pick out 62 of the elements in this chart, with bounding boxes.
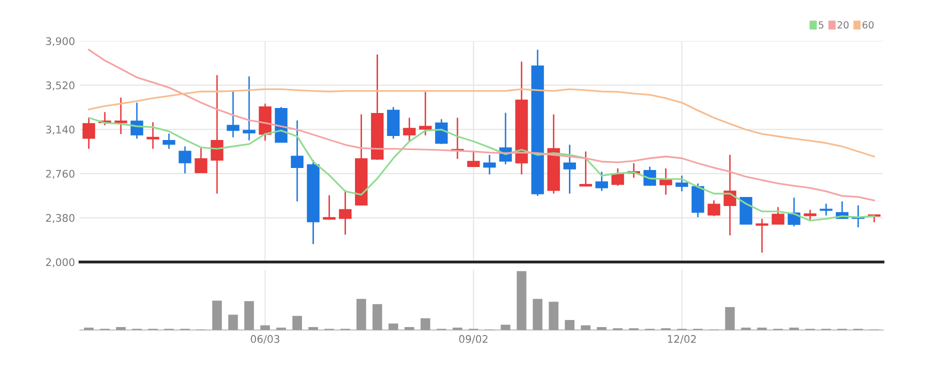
candlestick bbox=[756, 218, 768, 254]
bar bbox=[212, 300, 222, 330]
bar bbox=[228, 314, 238, 330]
candlestick bbox=[338, 190, 352, 236]
candlestick bbox=[483, 154, 496, 176]
bar bbox=[420, 318, 430, 330]
line-series bbox=[88, 88, 876, 158]
candlestick bbox=[676, 175, 688, 192]
bar bbox=[116, 327, 126, 330]
bar bbox=[372, 304, 382, 330]
bar bbox=[500, 324, 510, 330]
candlestick bbox=[467, 150, 480, 167]
candlestick bbox=[210, 74, 224, 194]
candlestick bbox=[579, 150, 592, 187]
candlestick bbox=[178, 146, 192, 174]
bar bbox=[388, 324, 398, 330]
candlestick bbox=[820, 203, 832, 216]
y-tick-label: 3,140 bbox=[46, 126, 74, 135]
bar bbox=[564, 320, 574, 330]
bar bbox=[292, 316, 302, 330]
bar bbox=[532, 298, 542, 330]
bar bbox=[356, 298, 366, 330]
candlestick bbox=[435, 118, 448, 145]
bar bbox=[308, 327, 318, 330]
candlestick bbox=[226, 90, 240, 138]
bar bbox=[260, 325, 270, 330]
bar bbox=[580, 325, 590, 330]
candlestick bbox=[804, 209, 816, 222]
y-tick-label: 2,380 bbox=[46, 214, 74, 223]
candlestick bbox=[82, 117, 96, 150]
x-tick-label: 09/02 bbox=[459, 335, 488, 344]
bar bbox=[404, 327, 414, 330]
bar bbox=[244, 301, 254, 330]
candlestick bbox=[194, 147, 208, 174]
legend-label: 60 bbox=[862, 21, 874, 29]
line-series bbox=[88, 48, 876, 202]
bar bbox=[516, 271, 526, 330]
candlestick bbox=[242, 76, 256, 142]
bar bbox=[596, 327, 607, 330]
bar bbox=[725, 307, 735, 330]
candlestick bbox=[322, 194, 336, 220]
y-tick-label: 2,760 bbox=[46, 170, 74, 179]
y-tick-label: 3,900 bbox=[46, 37, 74, 46]
candlestick bbox=[403, 117, 416, 142]
candlestick bbox=[595, 171, 608, 192]
legend-label: 20 bbox=[838, 21, 849, 29]
bar bbox=[548, 302, 558, 330]
candlestick bbox=[772, 206, 784, 225]
candlestick bbox=[290, 120, 304, 202]
candlestick bbox=[130, 102, 144, 140]
candlestick bbox=[611, 168, 624, 187]
candlestick bbox=[146, 121, 160, 150]
y-tick-label: 3,520 bbox=[46, 81, 74, 90]
candlestick bbox=[563, 144, 576, 194]
candlestick bbox=[162, 132, 176, 150]
y-tick-label: 2,000 bbox=[46, 258, 74, 268]
x-tick-label: 12/02 bbox=[668, 335, 696, 344]
candlestick bbox=[708, 200, 720, 217]
legend-label: 5 bbox=[818, 21, 824, 29]
x-tick-label: 06/03 bbox=[250, 335, 280, 344]
candlestick bbox=[419, 91, 432, 136]
candlestick bbox=[114, 96, 128, 135]
